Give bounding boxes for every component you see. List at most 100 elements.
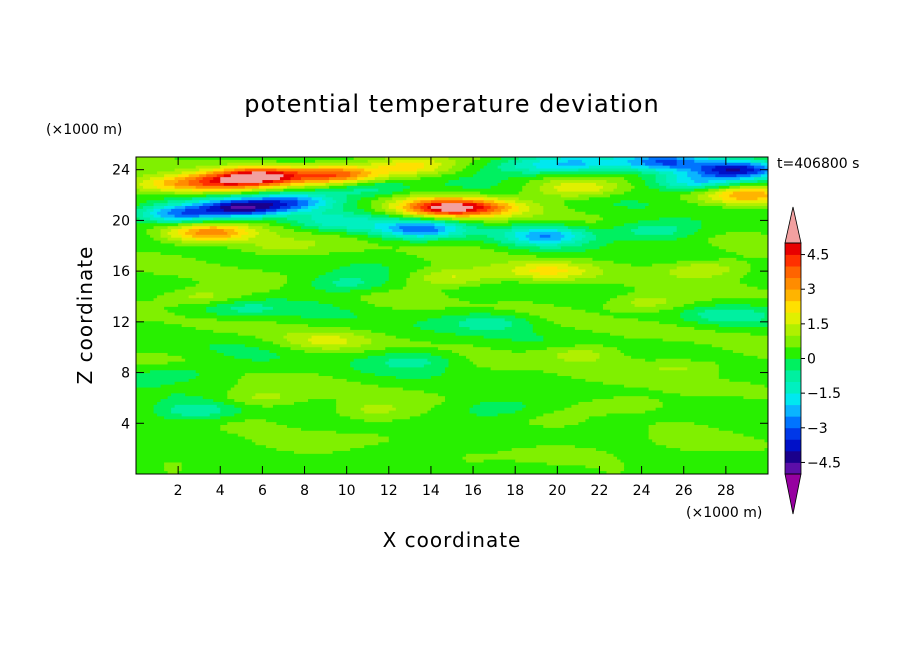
contour-cell — [136, 450, 295, 455]
contour-cell — [739, 185, 768, 190]
contour-cell — [136, 367, 355, 371]
contour-cell — [167, 211, 183, 216]
contour-cell — [388, 214, 404, 219]
contour-cell — [743, 275, 768, 279]
contour-cell — [511, 226, 569, 230]
contour-cell — [452, 165, 467, 170]
contour-cell — [248, 200, 281, 204]
contour-cell — [648, 157, 678, 161]
contour-cell — [136, 425, 221, 429]
contour-cell — [413, 324, 460, 328]
contour-cell — [508, 260, 572, 265]
contour-cell — [230, 174, 285, 178]
contour-cell — [501, 240, 516, 245]
contour-cell — [392, 246, 400, 250]
contour-cell — [136, 462, 165, 466]
contour-cell — [455, 162, 471, 167]
contour-cell — [136, 341, 274, 345]
contour-cell — [487, 208, 495, 213]
contour-cell — [202, 220, 278, 224]
contour-cell — [136, 226, 155, 230]
contour-cell — [385, 347, 439, 351]
contour-cell — [574, 344, 604, 348]
contour-cell — [757, 355, 768, 360]
contour-cell — [666, 177, 678, 181]
contour-cell — [610, 309, 660, 314]
contour-cell — [248, 223, 271, 227]
contour-cell — [157, 185, 176, 190]
contour-cell — [385, 332, 457, 337]
contour-cell — [265, 445, 365, 449]
contour-cell — [515, 200, 534, 204]
contour-cell — [241, 407, 337, 412]
contour-cell — [339, 234, 369, 239]
contour-cell — [402, 211, 411, 216]
contour-cell — [725, 159, 752, 164]
contour-cell — [237, 182, 260, 187]
contour-cell — [504, 318, 527, 322]
contour-cell — [402, 208, 407, 213]
contour-cell — [690, 177, 741, 181]
colorbar-segment — [785, 346, 801, 359]
contour-cell — [729, 157, 755, 161]
x-tick-label: 28 — [717, 483, 735, 499]
contour-cell — [750, 381, 768, 386]
contour-cell — [371, 329, 436, 334]
contour-cell — [346, 231, 369, 236]
contour-cell — [529, 208, 544, 213]
contour-cell — [265, 208, 278, 213]
contour-cell — [395, 208, 404, 213]
contour-cell — [655, 422, 695, 426]
contour-cell — [136, 430, 228, 435]
contour-cell — [416, 321, 460, 325]
contour-cell — [265, 298, 288, 302]
contour-cell — [764, 191, 768, 196]
contour-cell — [374, 177, 390, 181]
contour-cell — [202, 182, 225, 187]
contour-cell — [694, 301, 768, 305]
contour-cell — [279, 205, 292, 210]
contour-cell — [694, 157, 709, 161]
contour-cell — [525, 318, 548, 322]
contour-cell — [139, 182, 155, 187]
contour-cell — [136, 318, 218, 322]
contour-cell — [480, 278, 534, 282]
contour-cell — [255, 234, 281, 239]
contour-cell — [617, 347, 723, 351]
contour-cell — [360, 370, 446, 374]
contour-cell — [385, 157, 450, 161]
contour-cell — [251, 439, 390, 443]
contour-cell — [136, 324, 183, 328]
contour-cell — [764, 159, 768, 164]
colorbar-label: −4.5 — [807, 455, 841, 471]
contour-cell — [448, 234, 467, 239]
contour-cell — [697, 203, 727, 207]
contour-cell — [332, 450, 499, 455]
contour-cell — [269, 194, 309, 198]
contour-cell — [480, 283, 625, 288]
contour-cell — [697, 194, 709, 198]
contour-cell — [202, 203, 214, 207]
contour-cell — [557, 373, 720, 377]
contour-cell — [195, 231, 228, 236]
contour-cell — [743, 433, 768, 438]
contour-cell — [241, 376, 334, 380]
contour-cell — [725, 168, 741, 173]
contour-cell — [666, 301, 695, 305]
contour-cell — [729, 182, 741, 187]
contour-cell — [497, 243, 516, 247]
contour-cell — [202, 177, 214, 181]
contour-cell — [522, 401, 579, 406]
contour-cell — [634, 303, 657, 308]
contour-cell — [136, 159, 278, 164]
contour-cell — [136, 280, 200, 285]
contour-cell — [764, 448, 768, 452]
contour-cell — [234, 399, 309, 403]
contour-cell — [346, 229, 372, 233]
contour-cell — [483, 205, 492, 210]
contour-cell — [265, 211, 278, 216]
contour-cell — [508, 203, 516, 207]
contour-cell — [574, 445, 667, 449]
contour-cell — [402, 286, 460, 291]
contour-cell — [718, 324, 768, 328]
